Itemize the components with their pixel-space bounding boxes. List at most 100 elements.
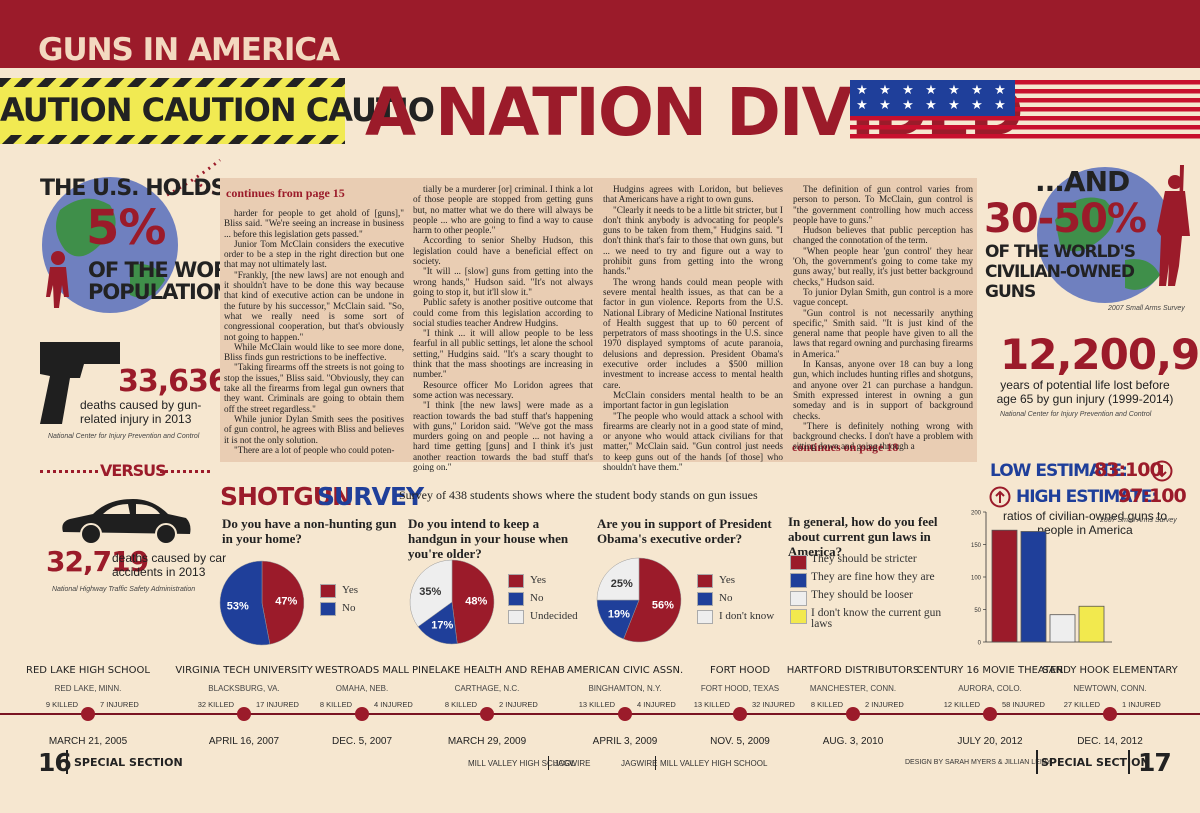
continues-on: continues on page 18 [792,440,899,454]
event-place: RED LAKE, MINN. [54,684,122,693]
event-place: NEWTOWN, CONN. [1073,684,1147,693]
divider [1128,750,1130,774]
pie-label: 53% [227,600,249,612]
paragraph: tially be a murderer [or] criminal. I th… [413,184,593,236]
credit: JAGWIRE [621,759,658,768]
event-marker [618,707,632,721]
event-killed: 13 KILLED [578,700,615,709]
arrow-down [1151,460,1173,482]
pie-label: 56% [652,600,674,612]
gun-icon [40,342,120,424]
pie-slice [261,560,305,645]
y-tick-label: 0 [978,641,982,647]
event-injured: 2 INJURED [865,700,904,709]
event-name: VIRGINIA TECH UNIVERSITY [175,665,313,676]
flag-star: ★ [971,97,983,112]
event-killed: 8 KILLED [810,700,843,709]
car-icon [62,499,191,545]
stat-line: GUNS [985,282,1036,302]
paragraph: "There is definitely nothing wrong with … [793,420,973,452]
event-injured: 32 INJURED [752,700,795,709]
flag-star: ★ [994,82,1006,97]
article-column: Hudgins agrees with Loridon, but believe… [603,184,783,472]
flag-stripe [850,134,1200,139]
right-graphics [1037,165,1190,303]
estimate-label: HIGH ESTIMATE: [1016,487,1158,507]
source: National Highway Traffic Safety Administ… [52,586,196,593]
paragraph: While McClain would like to see more don… [224,341,404,363]
event-name: PINELAKE HEALTH AND REHAB [412,665,565,676]
stat-line: ...AND [1035,165,1130,198]
flag-star: ★ [856,82,868,97]
event-marker [81,707,95,721]
flag-stripe [850,107,1200,112]
event-injured: 2 INJURED [499,700,538,709]
event-name: CENTURY 16 MOVIE THEATER [916,665,1064,676]
bar [1078,605,1105,643]
flag-star: ★ [925,82,937,97]
source: 2007 Small Arms Survey [1100,517,1177,524]
stat-number: 5% [86,200,166,256]
paragraph: Resource officer Mo Loridon agrees that … [413,379,593,400]
flag-canton [850,80,1015,116]
legend-label: Undecided [530,610,578,622]
legend-swatch [790,555,807,570]
flag-star: ★ [948,82,960,97]
paragraph: While junior Dylan Smith sees the positi… [224,413,404,445]
event-injured: 58 INJURED [1002,700,1045,709]
estimate-value: 97:100 [1118,485,1187,507]
event-killed: 32 KILLED [197,700,234,709]
event-place: CARTHAGE, N.C. [454,684,520,693]
flag-star: ★ [948,97,960,112]
paragraph: "I think [the new laws] were made as a r… [413,400,593,473]
stat-number: 12,200,928 [1000,330,1200,379]
event-marker [480,707,494,721]
event-marker [846,707,860,721]
legend-swatch [697,574,713,588]
event-place: OMAHA, NEB. [335,684,389,693]
paragraph: In Kansas, anyone over 18 can buy a long… [793,359,973,421]
survey-title: SHOTGUN [220,482,353,511]
flag: ★ ★ ★ ★ ★ ★ ★★ ★ ★ ★ ★ ★ ★ [850,80,1200,139]
paragraph: harder for people to get ahold of [guns]… [224,208,404,239]
paragraph: "I think ... it will allow people to be … [413,328,593,380]
paragraph: "Gun control is not necessarily anything… [793,307,973,359]
article-column: tially be a murderer [or] criminal. I th… [413,184,593,472]
event-date: MARCH 29, 2009 [447,736,527,747]
survey-title: SURVEY [317,482,424,511]
paragraph: According to senior Shelby Hudson, this … [413,235,593,267]
stat-line: CIVILIAN-OWNED [985,262,1135,282]
event-name: RED LAKE HIGH SCHOOL [26,665,150,676]
divider [40,470,98,473]
chart-title: Are you in support of President Obama's … [597,516,772,546]
event-name: FORT HOOD [709,665,771,676]
event-place: BINGHAMTON, N.Y. [588,684,662,693]
section-label: SPECIAL SECTION [74,756,183,769]
event-date: MARCH 21, 2005 [48,736,128,747]
legend-label: Yes [342,584,359,596]
legend-swatch [508,592,524,606]
legend-label: No [530,592,544,604]
event-injured: 4 INJURED [374,700,413,709]
event-date: NOV. 5, 2009 [710,736,770,747]
event-injured: 4 INJURED [637,700,676,709]
flag-star: ★ [971,82,983,97]
credit: MILL VALLEY HIGH SCHOOL [660,759,768,768]
caution-tape [0,78,345,144]
source: National Center for Injury Prevention an… [1000,411,1152,418]
bar [1020,531,1047,643]
paragraph: "It will ... [slow] guns from getting in… [413,266,593,297]
flag-star: ★ [879,82,891,97]
legend-label: They should be looser [811,589,913,601]
estimate-value: 83:100 [1094,459,1163,481]
event-name: WESTROADS MALL [315,665,409,676]
event-marker [983,707,997,721]
pie-label: 47% [275,596,297,608]
event-injured: 7 INJURED [100,700,139,709]
legend-label: I don't know [719,610,775,622]
chart-title: In general, how do you feel about curren… [788,514,938,559]
event-date: APRIL 16, 2007 [208,736,280,747]
event-place: BLACKSBURG, VA. [208,684,280,693]
